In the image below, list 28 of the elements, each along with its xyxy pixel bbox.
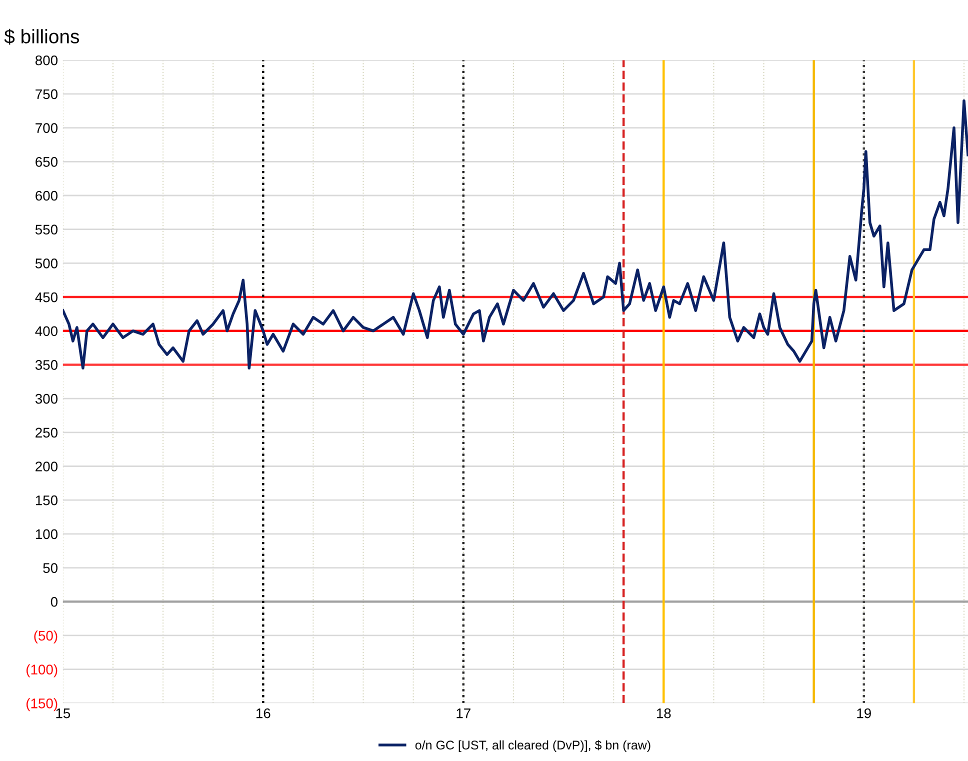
y-tick-label: (150) <box>26 698 58 712</box>
x-tick-label: 15 <box>56 708 70 718</box>
legend-label: o/n GC [UST, all cleared (DvP)], $ bn (raw) <box>415 740 650 752</box>
y-tick-label: 600 <box>36 190 58 201</box>
y-axis-title: $ billions <box>4 28 80 45</box>
x-tick-label: 17 <box>456 708 470 718</box>
y-tick-label: 250 <box>36 428 58 438</box>
y-tick-label: 500 <box>35 258 58 268</box>
y-tick-label: 550 <box>35 224 58 235</box>
y-tick-label: 300 <box>35 394 58 404</box>
x-tick-label: 18 <box>656 708 671 718</box>
y-tick-label: 650 <box>36 156 58 167</box>
y-tick-label: 350 <box>35 360 58 370</box>
y-tick-label: 450 <box>35 292 58 302</box>
y-tick-label: 50 <box>43 563 58 573</box>
y-tick-label: (100) <box>26 664 58 678</box>
x-tick-label: 16 <box>256 708 270 718</box>
y-tick-label: 750 <box>36 89 58 100</box>
y-tick-label: 150 <box>36 495 58 506</box>
y-tick-label: 700 <box>36 123 58 133</box>
y-tick-label: 400 <box>35 326 58 336</box>
y-tick-label: 200 <box>36 462 58 472</box>
y-tick-label: 800 <box>35 55 58 66</box>
line-series <box>62 99 968 370</box>
y-tick-label: 0 <box>50 596 58 607</box>
x-tick-label: 19 <box>857 708 871 718</box>
y-tick-label: 100 <box>36 529 58 540</box>
y-tick-label: (50) <box>34 630 58 644</box>
